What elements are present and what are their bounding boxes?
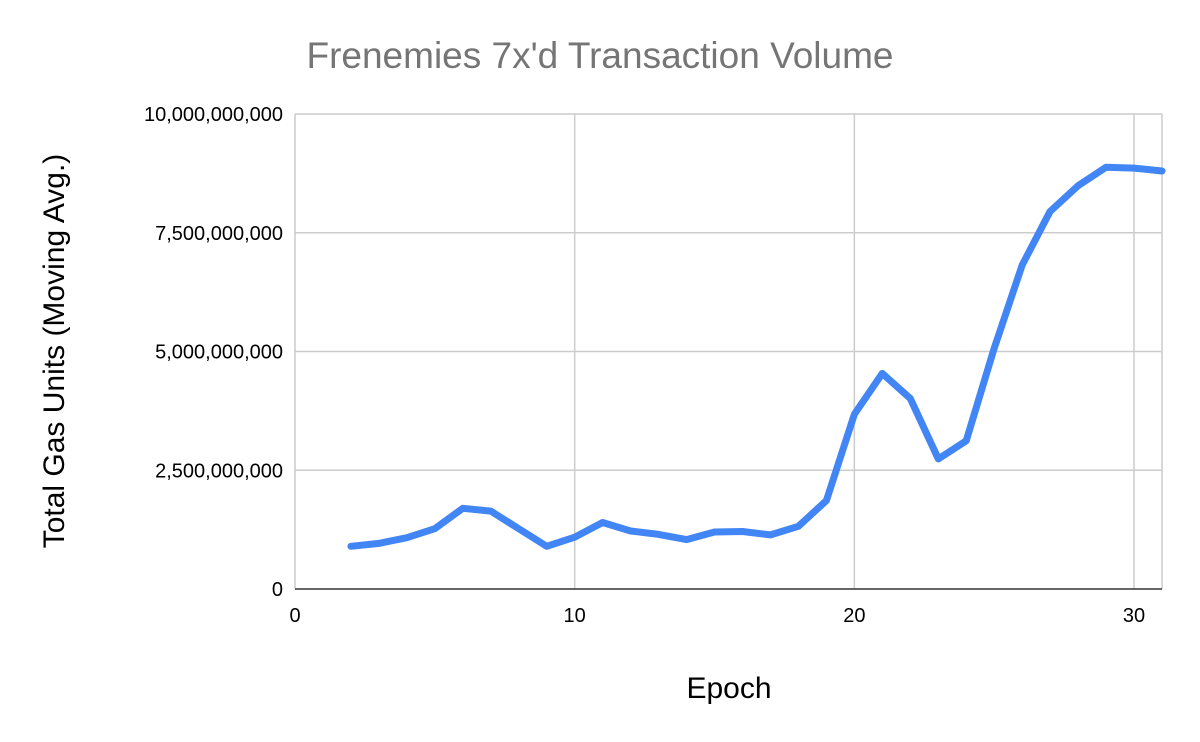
series-layer (347, 163, 1166, 550)
x-tick-label: 30 (1123, 605, 1145, 627)
series-line (347, 163, 1166, 550)
x-tick-label: 10 (564, 605, 586, 627)
y-tick-label: 7,500,000,000 (155, 223, 283, 245)
grid-layer (294, 113, 1163, 590)
y-tick-label: 2,500,000,000 (155, 460, 283, 482)
y-tick-label: 0 (272, 579, 283, 601)
x-tick-label: 20 (843, 605, 865, 627)
tick-labels: 0 2,500,000,000 5,000,000,000 7,500,000,000… (144, 104, 1145, 627)
y-tick-label: 10,000,000,000 (144, 104, 283, 126)
chart-title: Frenemies 7x'd Transaction Volume (306, 35, 893, 76)
y-tick-label: 5,000,000,000 (155, 342, 283, 364)
x-axis-title: Epoch (686, 672, 771, 705)
x-tick-label: 0 (289, 605, 300, 627)
y-axis-title: Total Gas Units (Moving Avg.) (38, 154, 71, 549)
